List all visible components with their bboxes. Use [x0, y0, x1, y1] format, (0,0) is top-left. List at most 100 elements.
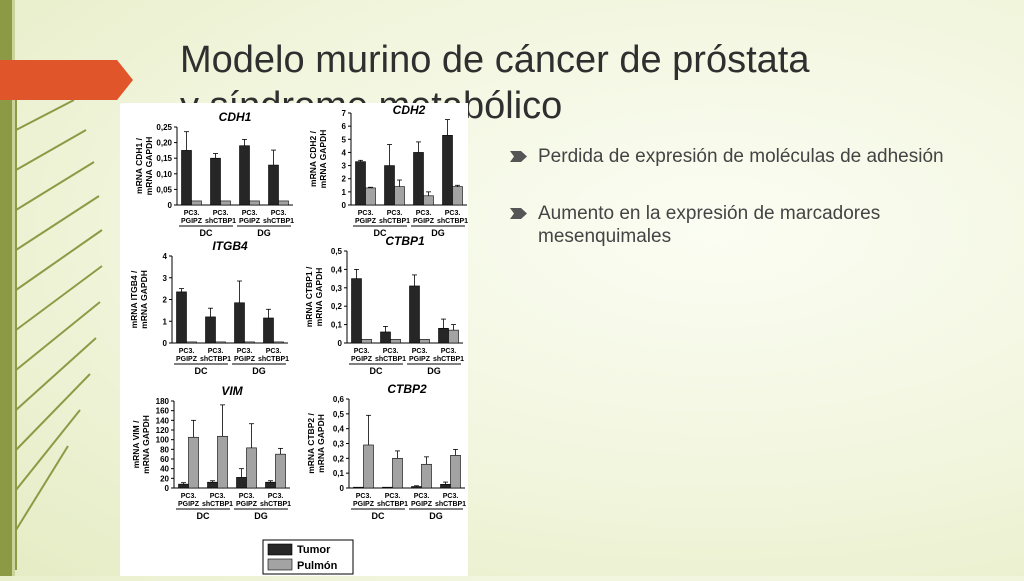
chart-title: ITGB4 — [212, 239, 248, 253]
y-tick-label: 40 — [160, 465, 169, 474]
bar-tumor — [234, 302, 245, 344]
bar-tumor — [268, 164, 279, 206]
y-tick-label: 0 — [165, 484, 170, 493]
group-label: DC — [197, 511, 210, 521]
y-tick-label: 0,2 — [333, 454, 345, 463]
x-tick-label: PGIPZ — [236, 501, 258, 508]
bar-tumor — [384, 165, 395, 206]
y-tick-label: 0 — [163, 339, 168, 348]
y-tick-label: 0,2 — [331, 302, 343, 311]
group-label: DG — [431, 228, 445, 238]
y-axis-label: mRNA CDH1 / — [134, 137, 144, 194]
y-axis-label: mRNA ITGB4 / — [129, 270, 139, 328]
x-tick-label: PGIPZ — [411, 501, 433, 508]
bar-pulmon — [217, 435, 228, 489]
bar-pulmon — [390, 339, 401, 344]
bar-tumor — [205, 316, 216, 344]
bar-tumor — [413, 152, 424, 206]
arrow-bullet-icon — [510, 151, 527, 162]
bullet-list: Perdida de expresión de moléculas de adh… — [510, 145, 1000, 282]
group-label: DG — [254, 511, 268, 521]
x-tick-label: shCTBP1 — [205, 218, 236, 225]
bar-tumor — [440, 483, 451, 489]
y-tick-label: 60 — [160, 455, 169, 464]
bar-tumor — [409, 285, 420, 344]
y-axis-label: mRNA GAPDH — [314, 268, 324, 327]
y-tick-label: 0,5 — [333, 410, 345, 419]
x-tick-label: PC3. — [441, 348, 457, 355]
y-axis-label: mRNA CDH2 / — [308, 130, 318, 187]
bar-tumor — [442, 135, 453, 206]
y-tick-label: 0,3 — [331, 284, 343, 293]
x-tick-label: shCTBP1 — [377, 501, 408, 508]
x-tick-label: shCTBP1 — [437, 218, 468, 225]
x-tick-label: PC3. — [416, 210, 432, 217]
x-tick-label: PC3. — [414, 493, 430, 500]
bar-pulmon — [191, 200, 202, 206]
bar-pulmon — [392, 458, 403, 489]
bar-tumor — [176, 291, 187, 344]
y-axis-label: mRNA GAPDH — [318, 130, 328, 189]
x-tick-label: PGIPZ — [351, 356, 373, 363]
x-tick-label: PC3. — [412, 348, 428, 355]
bar-pulmon — [363, 444, 374, 489]
y-axis-label: mRNA CTBP2 / — [306, 413, 316, 474]
bar-tumor — [265, 481, 276, 489]
y-tick-label: 0 — [342, 201, 347, 210]
x-tick-label: shCTBP1 — [433, 356, 464, 363]
group-label: DC — [372, 511, 385, 521]
bar-tumor — [438, 327, 449, 344]
chart-title: VIM — [221, 384, 243, 398]
x-tick-label: PGIPZ — [176, 356, 198, 363]
bar-pulmon — [448, 329, 459, 344]
decor-stripe-light — [12, 0, 15, 576]
bar-tumor — [236, 477, 247, 489]
y-tick-label: 0 — [340, 484, 345, 493]
x-tick-label: shCTBP1 — [263, 218, 294, 225]
x-tick-label: shCTBP1 — [379, 218, 410, 225]
bar-tumor — [210, 157, 221, 206]
bar-tumor — [181, 150, 192, 206]
accent-arrow — [0, 60, 133, 100]
fern-decoration — [15, 100, 103, 570]
y-tick-label: 160 — [156, 407, 170, 416]
chart-title: CDH2 — [393, 103, 426, 117]
x-tick-label: PC3. — [266, 348, 282, 355]
x-tick-label: PC3. — [213, 210, 229, 217]
legend-label-pulmon: Pulmón — [297, 560, 338, 572]
bar-tumor — [207, 481, 218, 489]
chart-title: CTBP2 — [387, 382, 427, 396]
x-tick-label: PC3. — [268, 493, 284, 500]
y-tick-label: 0,6 — [333, 395, 345, 404]
y-tick-label: 0,1 — [333, 469, 345, 478]
bar-tumor — [380, 331, 391, 344]
x-tick-label: PGIPZ — [355, 218, 377, 225]
x-tick-label: shCTBP1 — [202, 501, 233, 508]
y-tick-label: 4 — [342, 148, 347, 157]
bar-pulmon — [365, 187, 376, 206]
x-tick-label: PC3. — [356, 493, 372, 500]
y-tick-label: 80 — [160, 445, 169, 454]
y-tick-label: 0 — [338, 339, 343, 348]
legend-swatch-pulmon — [267, 558, 293, 571]
bar-pulmon — [423, 195, 434, 206]
group-label: DC — [195, 366, 208, 376]
x-tick-label: PC3. — [239, 493, 255, 500]
chart-ctbp1: CTBP1 mRNA CTBP1 /mRNA GAPDH 0,5 0,4 0,3 0,2 0… — [304, 234, 464, 376]
bullet-item: Aumento en la expresión de marcadores me… — [510, 202, 1000, 248]
y-tick-label: 6 — [342, 122, 347, 131]
y-tick-label: 0,20 — [156, 139, 172, 148]
y-tick-label: 7 — [342, 109, 347, 118]
y-tick-label: 5 — [342, 135, 347, 144]
x-tick-label: PC3. — [184, 210, 200, 217]
y-tick-label: 2 — [163, 296, 168, 305]
x-tick-label: PGIPZ — [239, 218, 261, 225]
bar-pulmon — [246, 447, 257, 489]
y-axis-label: mRNA GAPDH — [141, 415, 151, 474]
x-tick-label: shCTBP1 — [260, 501, 291, 508]
y-tick-label: 180 — [156, 397, 170, 406]
y-tick-label: 140 — [156, 416, 170, 425]
y-tick-label: 0,05 — [156, 185, 172, 194]
